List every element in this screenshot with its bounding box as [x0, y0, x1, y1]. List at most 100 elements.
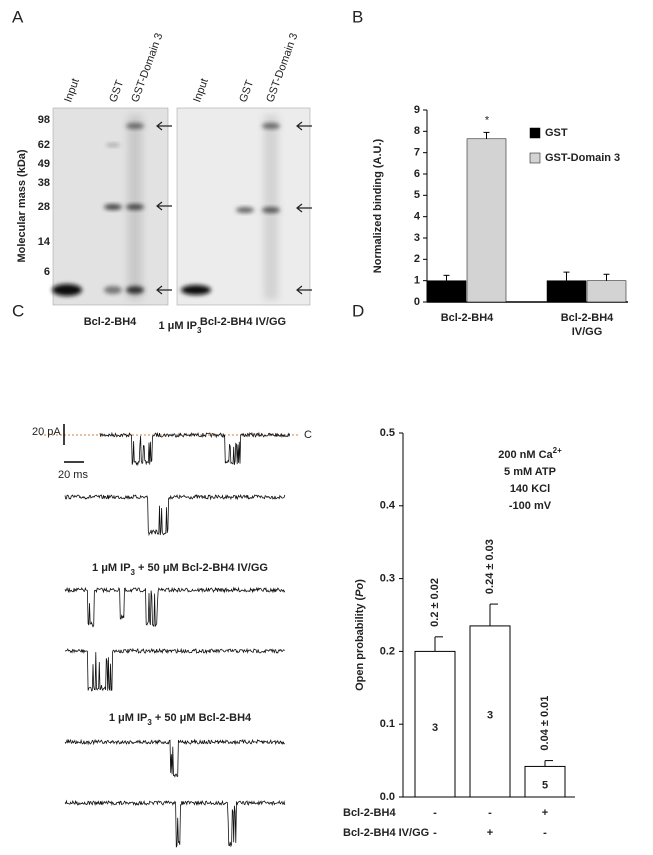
bar [586, 280, 627, 303]
n-label: 3 [487, 709, 493, 721]
y-tick-label: 0 [414, 296, 420, 308]
n-label: 3 [432, 722, 438, 734]
closed-label: C [304, 429, 312, 441]
text-part: 3 [147, 718, 152, 727]
row-cell: - [543, 827, 547, 839]
y-tick-label: 1 [414, 275, 420, 287]
x-tick-label: Bcl-2-BH4 [441, 312, 494, 324]
text-part: + 50 μM Bcl-2-BH4 [152, 712, 252, 724]
marker-label: 98 [38, 114, 50, 126]
current-trace [99, 431, 291, 467]
value-label: 0.04 ± 0.01 [539, 696, 551, 751]
panel-label: A [12, 7, 24, 26]
marker-label: 14 [38, 236, 51, 248]
row-cell: + [542, 807, 548, 819]
y-title: Molecular mass (kDa) [16, 149, 28, 262]
y-tick-label: 0.5 [380, 427, 395, 439]
y-tick-label: 6 [414, 168, 420, 180]
bar [524, 765, 566, 798]
y-tick-label: 8 [414, 125, 420, 137]
lane-label: GST-Domain 3 [129, 32, 165, 104]
lane-label: GST [107, 78, 126, 104]
bar [469, 625, 511, 798]
condition-label: 1 μM IP3 + 50 μM Bcl-2-BH4 IV/GG [92, 562, 268, 577]
y-title: Normalized binding (A.U.) [372, 138, 384, 273]
condition-label: 1 μM IP3 [159, 320, 203, 335]
text-part: Bcl-2-BH4 [561, 312, 614, 324]
text-part: 5 mM ATP [504, 466, 556, 478]
legend-label: GST [545, 127, 568, 139]
bar [466, 138, 507, 303]
text-part: IV/GG [572, 326, 603, 338]
condition-label: 1 μM IP3 + 50 μM Bcl-2-BH4 [109, 712, 252, 727]
text-part: -100 mV [509, 500, 552, 512]
condition-note: 140 KCl [510, 483, 550, 495]
current-trace [64, 493, 286, 537]
y-tick-label: 4 [414, 211, 421, 223]
lane-label: GST-Domain 3 [264, 32, 300, 104]
text-part: 200 nM Ca [498, 449, 553, 461]
current-trace [64, 799, 286, 848]
panel-label: D [352, 301, 364, 320]
text-part: + 50 μM Bcl-2-BH4 IV/GG [135, 562, 268, 574]
gel-right [176, 107, 311, 306]
y-tick-label: 3 [414, 232, 420, 244]
text-part: Open probability ( [354, 596, 366, 690]
y-tick-label: 0.3 [380, 573, 395, 585]
condition-note: -100 mV [509, 500, 552, 512]
text-part: 1 μM IP [109, 712, 148, 724]
text-part: 3 [197, 326, 202, 335]
row-label: Bcl-2-BH4 [343, 807, 396, 819]
gel-left [52, 107, 169, 306]
current-trace [64, 647, 285, 692]
marker-label: 28 [38, 201, 50, 213]
panel-label: C [12, 301, 24, 320]
y-tick-label: 0.2 [380, 645, 395, 657]
text-part: 140 KCl [510, 483, 550, 495]
lane-label: Input [62, 77, 82, 104]
lane-label: Input [191, 77, 211, 104]
annotation: * [485, 114, 490, 126]
scale-label: 20 ms [58, 469, 88, 481]
legend-swatch [529, 152, 541, 164]
y-tick-label: 9 [414, 104, 420, 116]
arrows [156, 121, 312, 295]
condition-note: 5 mM ATP [504, 466, 556, 478]
row-cell: - [433, 827, 437, 839]
condition-note: 200 nM Ca2+ [498, 446, 562, 461]
value-label: 0.2 ± 0.02 [429, 578, 441, 627]
blot-label: Bcl-2-BH4 IV/GG [200, 316, 286, 328]
text-part: 1 μM IP [159, 320, 198, 332]
row-cell: - [433, 807, 437, 819]
text-part: 2+ [553, 446, 562, 455]
x-tick-label: Bcl-2-BH4 IV/GG [561, 312, 614, 338]
text-part: Po [354, 582, 366, 596]
bar [426, 280, 467, 303]
marker-label: 49 [38, 158, 50, 170]
y-title: Open probability (Po) [354, 579, 366, 691]
y-tick-label: 2 [414, 253, 420, 265]
text-part: ) [354, 579, 366, 583]
row-cell: - [488, 807, 492, 819]
y-tick-label: 7 [414, 147, 420, 159]
bar [414, 650, 456, 798]
value-label: 0.24 ± 0.03 [484, 539, 496, 594]
legend-label: GST-Domain 3 [545, 152, 620, 164]
current-trace [64, 586, 286, 628]
blot-label: Bcl-2-BH4 [84, 316, 137, 328]
y-tick-label: 0.0 [380, 791, 395, 803]
panel-label: B [352, 7, 363, 26]
y-tick-label: 0.1 [380, 718, 395, 730]
scale-label: 20 pA [32, 426, 61, 438]
text-part: 3 [131, 568, 136, 577]
y-tick-label: 5 [414, 189, 420, 201]
row-cell: + [487, 827, 493, 839]
y-tick-label: 0.4 [380, 500, 396, 512]
text-part: 1 μM IP [92, 562, 131, 574]
n-label: 5 [542, 780, 548, 792]
marker-label: 6 [44, 266, 50, 278]
legend-swatch [529, 127, 541, 139]
lane-label: GST [237, 78, 256, 104]
current-trace [64, 738, 285, 778]
